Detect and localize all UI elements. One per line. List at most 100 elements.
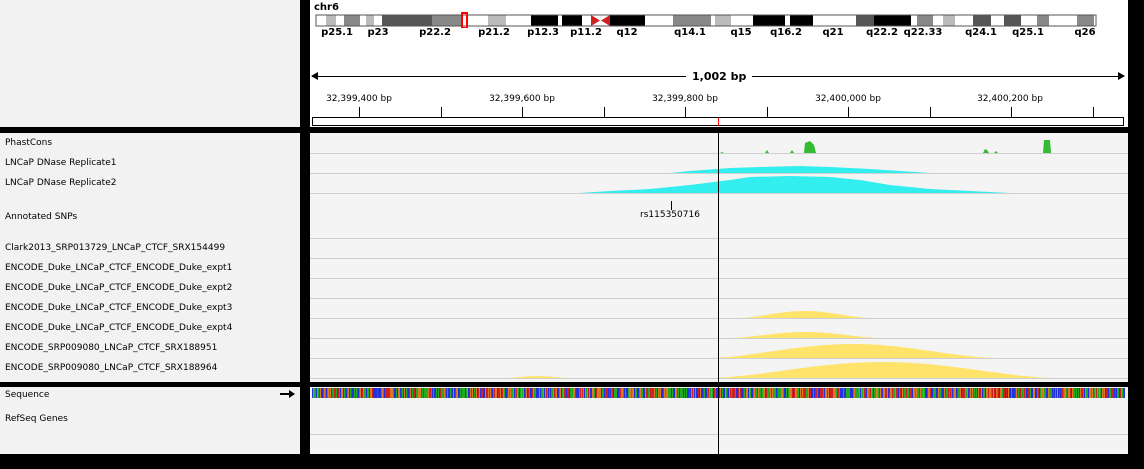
sequence-base	[725, 388, 726, 398]
sequence-base	[791, 388, 792, 398]
sequence-base	[656, 388, 657, 398]
track-label[interactable]: LNCaP DNase Replicate2	[5, 178, 117, 188]
track-label[interactable]: PhastCons	[5, 138, 53, 148]
sequence-base	[934, 388, 935, 398]
sequence-base	[808, 388, 809, 398]
sequence-base	[740, 388, 741, 398]
sequence-base	[358, 388, 359, 398]
sequence-base	[600, 388, 601, 398]
sequence-base	[558, 388, 559, 398]
sequence-base	[433, 388, 434, 398]
sequence-track[interactable]	[310, 387, 1128, 454]
sequence-base	[592, 388, 593, 398]
ideogram-band	[360, 15, 366, 26]
sequence-base	[512, 388, 513, 398]
sequence-base	[1018, 388, 1019, 398]
track-label[interactable]: ENCODE_SRP009080_LNCaP_CTCF_SRX188964	[5, 363, 218, 373]
sequence-base	[489, 388, 490, 398]
sequence-base	[1037, 388, 1038, 398]
sequence-base	[627, 388, 628, 398]
track-label[interactable]: ENCODE_SRP009080_LNCaP_CTCF_SRX188951	[5, 343, 218, 353]
sequence-base	[1036, 388, 1037, 398]
ideogram-band	[432, 15, 462, 26]
sequence-base	[682, 388, 683, 398]
sequence-base	[1042, 388, 1043, 398]
current-region-marker	[461, 12, 468, 28]
track-label-sequence[interactable]: Sequence	[5, 390, 50, 400]
ruler-tick	[685, 107, 686, 117]
sequence-base	[428, 388, 429, 398]
sequence-base	[1027, 388, 1028, 398]
sequence-base	[804, 388, 805, 398]
sequence-base	[457, 388, 458, 398]
track-label-refseq-genes[interactable]: RefSeq Genes	[5, 414, 68, 424]
track-label[interactable]: LNCaP DNase Replicate1	[5, 158, 117, 168]
sequence-base	[508, 388, 509, 398]
sequence-base	[982, 388, 983, 398]
sequence-base	[451, 388, 452, 398]
ideogram-band	[933, 15, 943, 26]
sequence-base	[925, 388, 926, 398]
snp-label[interactable]: rs115350716	[640, 210, 700, 220]
sequence-base	[647, 388, 648, 398]
sequence-base	[994, 388, 995, 398]
sequence-base	[513, 388, 514, 398]
sequence-base	[573, 388, 574, 398]
sequence-base	[679, 388, 680, 398]
sequence-base	[487, 388, 488, 398]
center-line	[718, 133, 719, 454]
sequence-base	[376, 388, 377, 398]
sequence-base	[367, 388, 368, 398]
sequence-base	[1002, 388, 1003, 398]
track-label[interactable]: ENCODE_Duke_LNCaP_CTCF_ENCODE_Duke_expt1	[5, 263, 233, 273]
sequence-base	[586, 388, 587, 398]
track-separator	[310, 378, 1128, 379]
sequence-base	[768, 388, 769, 398]
track-label[interactable]: ENCODE_Duke_LNCaP_CTCF_ENCODE_Duke_expt3	[5, 303, 233, 313]
track-label[interactable]: Annotated SNPs	[5, 212, 78, 222]
sequence-base	[822, 388, 823, 398]
track-label[interactable]: ENCODE_Duke_LNCaP_CTCF_ENCODE_Duke_expt4	[5, 323, 233, 333]
sequence-base	[1074, 388, 1075, 398]
sequence-base	[319, 388, 320, 398]
sequence-base	[749, 388, 750, 398]
sequence-base	[945, 388, 946, 398]
data-tracks-canvas[interactable]	[310, 133, 1128, 382]
ruler-tick	[930, 107, 931, 117]
track-separator	[310, 258, 1128, 259]
sequence-base	[921, 388, 922, 398]
sequence-base	[1050, 388, 1051, 398]
sequence-base	[475, 388, 476, 398]
track-label[interactable]: Clark2013_SRP013729_LNCaP_CTCF_SRX154499	[5, 243, 226, 253]
sequence-base	[599, 388, 600, 398]
ideogram-band	[731, 15, 753, 26]
sequence-base	[332, 388, 333, 398]
sequence-strand-arrow-icon[interactable]	[280, 393, 290, 395]
sequence-base	[506, 388, 507, 398]
sequence-base	[509, 388, 510, 398]
sequence-base	[761, 388, 762, 398]
sequence-base	[392, 388, 393, 398]
sequence-base	[906, 388, 907, 398]
sequence-base	[463, 388, 464, 398]
sequence-base	[802, 388, 803, 398]
track-label[interactable]: ENCODE_Duke_LNCaP_CTCF_ENCODE_Duke_expt2	[5, 283, 233, 293]
sequence-base	[460, 388, 461, 398]
sequence-base	[409, 388, 410, 398]
sequence-base	[885, 388, 886, 398]
sequence-base	[1085, 388, 1086, 398]
sequence-base	[897, 388, 898, 398]
sequence-base	[707, 388, 708, 398]
sequence-base	[675, 388, 676, 398]
sequence-base	[963, 388, 964, 398]
ruler-tick-label: 32,399,800 bp	[652, 94, 718, 104]
sequence-base	[447, 388, 448, 398]
sequence-base	[748, 388, 749, 398]
sequence-base	[858, 388, 859, 398]
sequence-base	[790, 388, 791, 398]
sequence-base	[778, 388, 779, 398]
sequence-base	[683, 388, 684, 398]
sequence-base	[825, 388, 826, 398]
sequence-base	[639, 388, 640, 398]
sequence-base	[459, 388, 460, 398]
